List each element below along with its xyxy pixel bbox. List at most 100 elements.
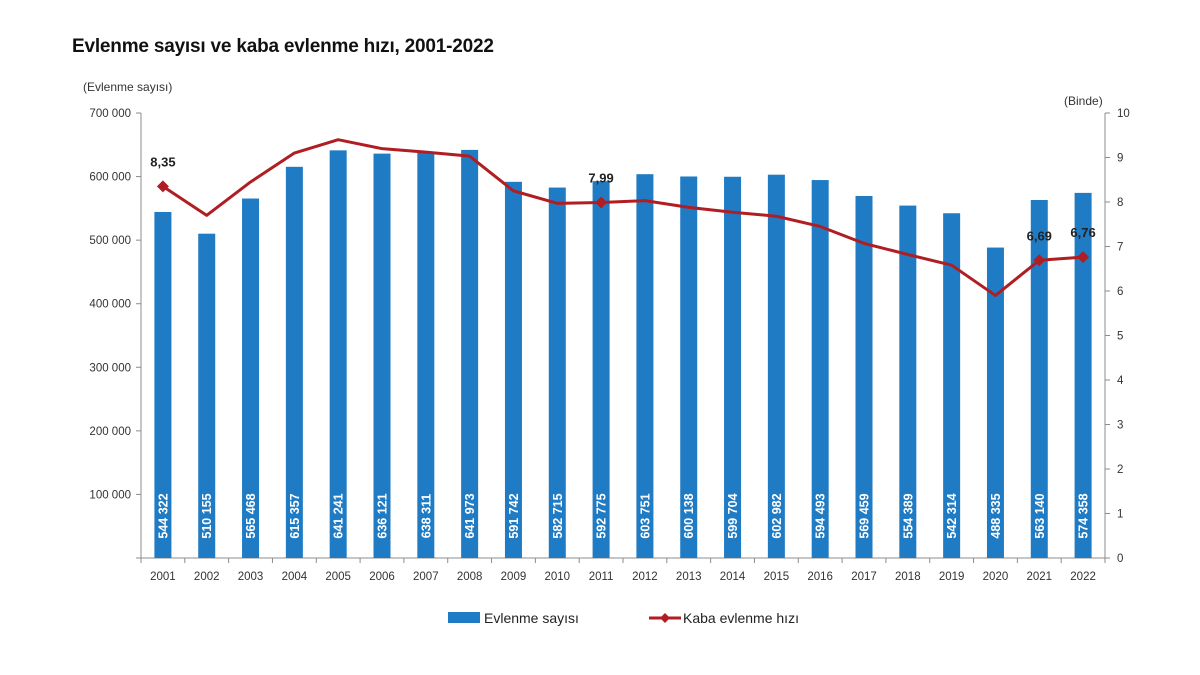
bar-value-label: 569 459 (858, 493, 872, 538)
bar (680, 176, 698, 558)
legend: Evlenme sayısı Kaba evlenme hızı (448, 610, 799, 626)
bar-value-label: 542 314 (945, 493, 959, 538)
line-point-label: 7,99 (588, 170, 613, 185)
bar-value-label: 636 121 (376, 493, 390, 538)
bar-value-label: 603 751 (638, 493, 652, 538)
y-left-tick-label: 500 000 (89, 235, 131, 247)
x-tick-label: 2002 (194, 571, 220, 583)
y-right-tick-label: 1 (1117, 509, 1123, 521)
bar-value-label: 563 140 (1033, 493, 1047, 538)
y-right-tick-label: 4 (1117, 375, 1124, 387)
y-right-tick-label: 6 (1117, 286, 1123, 298)
line-point-marker (156, 180, 169, 193)
y-right-tick-label: 2 (1117, 464, 1123, 476)
x-tick-label: 2017 (851, 571, 877, 583)
legend-marker (660, 613, 670, 623)
x-tick-label: 2016 (807, 571, 833, 583)
line-point-label: 6,76 (1070, 225, 1095, 240)
bar-value-label: 615 357 (288, 493, 302, 538)
bar-value-label: 592 775 (595, 493, 609, 538)
y-left-tick-label: 700 000 (89, 108, 131, 120)
line-point-marker (1077, 251, 1090, 264)
y-right-tick-label: 9 (1117, 153, 1123, 165)
x-tick-label: 2001 (150, 571, 176, 583)
bar (198, 233, 216, 558)
x-tick-label: 2018 (895, 571, 921, 583)
x-tick-label: 2010 (544, 571, 570, 583)
x-tick-label: 2003 (238, 571, 264, 583)
bar (548, 187, 566, 558)
y-right-tick-label: 3 (1117, 420, 1123, 432)
bar-value-label: 554 389 (901, 493, 915, 538)
bar (1074, 192, 1092, 558)
bar (329, 150, 347, 558)
bar (373, 153, 391, 558)
bar (417, 152, 435, 558)
bar-value-label: 594 493 (814, 493, 828, 538)
bar-value-label: 641 973 (463, 493, 477, 538)
bar-value-label: 641 241 (332, 493, 346, 538)
bar (504, 181, 522, 558)
y-left-tick-label: 200 000 (89, 426, 131, 438)
y-right-tick-label: 0 (1117, 553, 1123, 565)
line-path (162, 138, 1084, 297)
y-right-axis: 0 1 2 3 4 5 6 7 8 9 10 (1104, 108, 1130, 565)
y-right-tick-label: 8 (1117, 197, 1123, 209)
y-right-tick-label: 5 (1117, 331, 1123, 343)
x-tick-label: 2011 (589, 571, 614, 583)
bar (592, 181, 610, 558)
legend-label-line: Kaba evlenme hızı (683, 610, 799, 626)
x-tick-label: 2009 (501, 571, 527, 583)
bar (855, 195, 873, 558)
bar-value-label: 638 311 (419, 494, 433, 539)
bar (461, 149, 479, 558)
bar (943, 213, 961, 559)
bar (767, 174, 785, 559)
bar (986, 247, 1004, 558)
y-left-tick-label: 400 000 (89, 299, 131, 311)
x-tick-label: 2014 (720, 571, 746, 583)
y-left-axis-title: (Evlenme sayısı) (83, 80, 172, 94)
y-left-axis: 100 000 200 000 300 000 400 000 500 000 600 0… (89, 108, 142, 559)
y-left-tick-label: 600 000 (89, 172, 131, 184)
y-left-tick-label: 300 000 (89, 362, 131, 374)
bar (285, 166, 303, 558)
bar-value-label: 565 468 (244, 493, 258, 538)
y-right-tick-label: 10 (1117, 108, 1130, 120)
bar-value-label: 544 322 (156, 493, 170, 538)
x-tick-label: 2008 (457, 571, 483, 583)
x-tick-label: 2004 (282, 571, 308, 583)
bar-value-label: 582 715 (551, 493, 565, 538)
x-tick-label: 2012 (632, 571, 658, 583)
x-axis: 2001 2002 2003 2004 2005 2006 2007 2008 2009 2010… (140, 557, 1106, 583)
bar-series: 544 322 510 155 565 468 615 357 641 241 636 1… (154, 149, 1092, 559)
bar-value-label: 602 982 (770, 493, 784, 538)
x-tick-label: 2005 (325, 571, 351, 583)
legend-label-bars: Evlenme sayısı (484, 610, 579, 626)
bar-value-label: 574 358 (1077, 493, 1091, 538)
x-tick-label: 2019 (939, 571, 965, 583)
bar (899, 205, 917, 558)
legend-swatch-bars (448, 612, 480, 623)
line-point-marker (595, 196, 608, 209)
line-series: 8,35 7,99 6,69 6,76 (150, 138, 1096, 297)
bar (154, 211, 172, 558)
x-tick-label: 2021 (1026, 571, 1052, 583)
y-right-axis-title: (Binde) (1064, 94, 1103, 108)
bar (242, 198, 260, 558)
bar (724, 176, 742, 559)
bar-value-label: 599 704 (726, 493, 740, 538)
x-tick-label: 2015 (764, 571, 790, 583)
line-point-label: 6,69 (1027, 228, 1052, 243)
x-tick-label: 2022 (1070, 571, 1096, 583)
y-right-tick-label: 7 (1117, 242, 1123, 254)
line-point-label: 8,35 (150, 154, 175, 169)
bar (811, 180, 829, 558)
x-tick-label: 2006 (369, 571, 395, 583)
chart-title: Evlenme sayısı ve kaba evlenme hızı, 200… (72, 36, 494, 57)
x-tick-label: 2013 (676, 571, 702, 583)
y-left-tick-label: 100 000 (89, 489, 131, 501)
line-point-marker (1033, 254, 1046, 267)
bar-value-label: 488 335 (989, 493, 1003, 538)
bar (636, 174, 654, 558)
